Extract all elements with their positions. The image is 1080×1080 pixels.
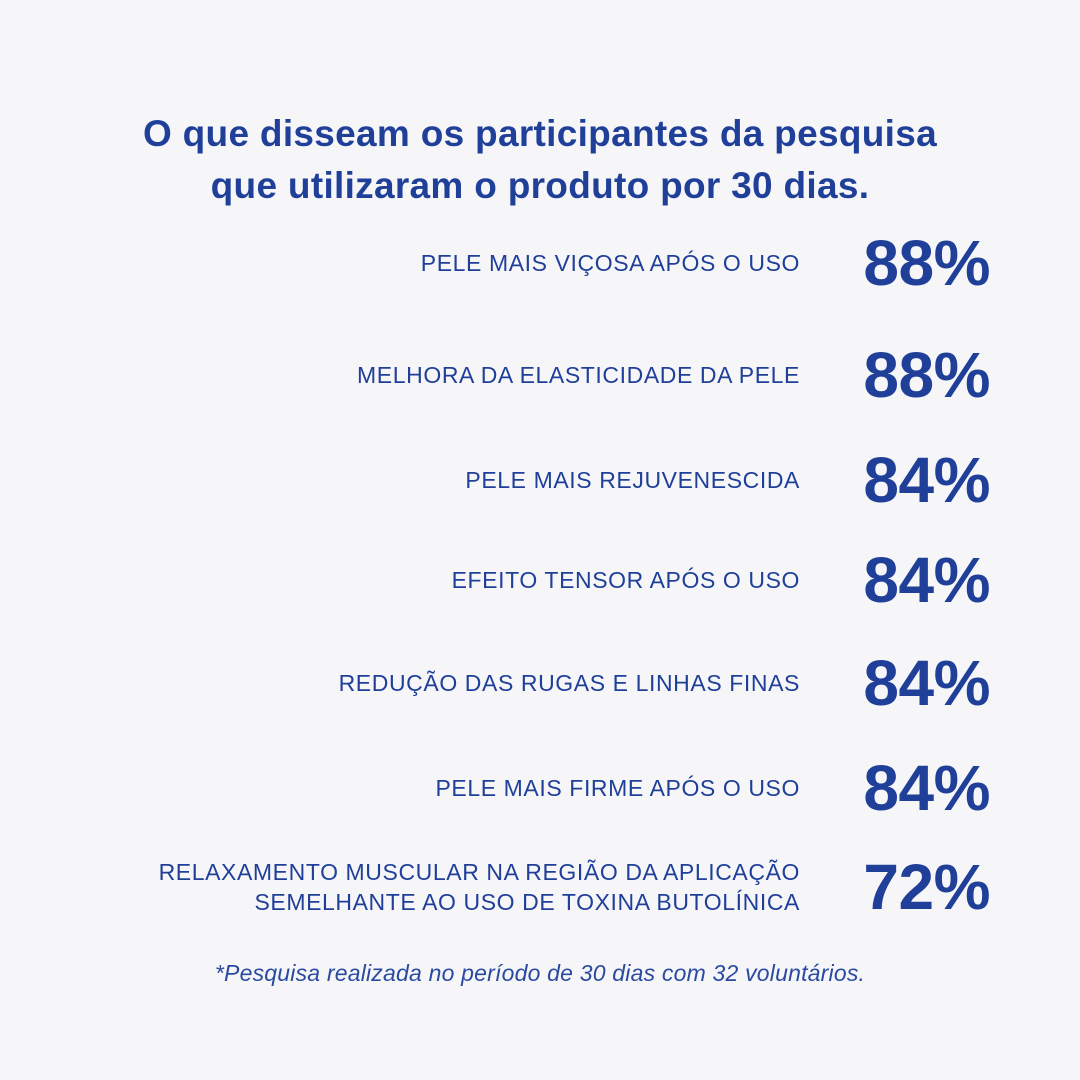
headline: O que disseam os participantes da pesqui… xyxy=(0,108,1080,212)
result-label: REDUÇÃO DAS RUGAS E LINHAS FINAS xyxy=(60,668,844,698)
result-row-3: PELE MAIS REJUVENESCIDA 84% xyxy=(60,445,990,515)
result-label: PELE MAIS REJUVENESCIDA xyxy=(60,465,844,495)
footnote: *Pesquisa realizada no período de 30 dia… xyxy=(214,960,866,986)
result-label: EFEITO TENSOR APÓS O USO xyxy=(60,565,844,595)
result-percentage: 84% xyxy=(863,544,990,616)
result-row-2: MELHORA DA ELASTICIDADE DA PELE 88% xyxy=(60,340,990,410)
headline-line-1: O que disseam os participantes da pesqui… xyxy=(143,113,937,154)
result-label: MELHORA DA ELASTICIDADE DA PELE xyxy=(60,360,844,390)
result-row-4: EFEITO TENSOR APÓS O USO 84% xyxy=(60,544,991,616)
result-label-line: MELHORA DA ELASTICIDADE DA PELE xyxy=(357,362,800,388)
result-percentage: 84% xyxy=(863,752,990,824)
result-label: PELE MAIS FIRME APÓS O USO xyxy=(60,773,844,803)
result-label: RELAXAMENTO MUSCULAR NA REGIÃO DA APLICA… xyxy=(60,857,844,917)
result-percentage: 84% xyxy=(863,647,990,719)
result-label: PELE MAIS VIÇOSA APÓS O USO xyxy=(60,248,844,278)
result-label-line: PELE MAIS REJUVENESCIDA xyxy=(465,467,800,493)
result-label-line: REDUÇÃO DAS RUGAS E LINHAS FINAS xyxy=(338,670,800,696)
result-label-line: PELE MAIS FIRME APÓS O USO xyxy=(435,775,800,801)
result-row-1: PELE MAIS VIÇOSA APÓS O USO 88% xyxy=(60,227,991,299)
result-row-5: REDUÇÃO DAS RUGAS E LINHAS FINAS 84% xyxy=(60,647,991,719)
result-label-line: EFEITO TENSOR APÓS O USO xyxy=(451,567,800,593)
result-percentage: 88% xyxy=(863,227,990,299)
headline-line-2: que utilizaram o produto por 30 dias. xyxy=(210,165,870,206)
result-percentage: 84% xyxy=(863,444,990,516)
result-label-line: SEMELHANTE AO USO DE TOXINA BUTOLÍNICA xyxy=(254,889,800,915)
result-label-line: RELAXAMENTO MUSCULAR NA REGIÃO DA APLICA… xyxy=(158,859,800,885)
result-percentage: 72% xyxy=(863,851,990,923)
result-label-line: PELE MAIS VIÇOSA APÓS O USO xyxy=(420,250,800,276)
result-percentage: 88% xyxy=(863,339,990,411)
result-row-6: PELE MAIS FIRME APÓS O USO 84% xyxy=(60,753,990,823)
result-row-7: RELAXAMENTO MUSCULAR NA REGIÃO DA APLICA… xyxy=(60,851,991,923)
